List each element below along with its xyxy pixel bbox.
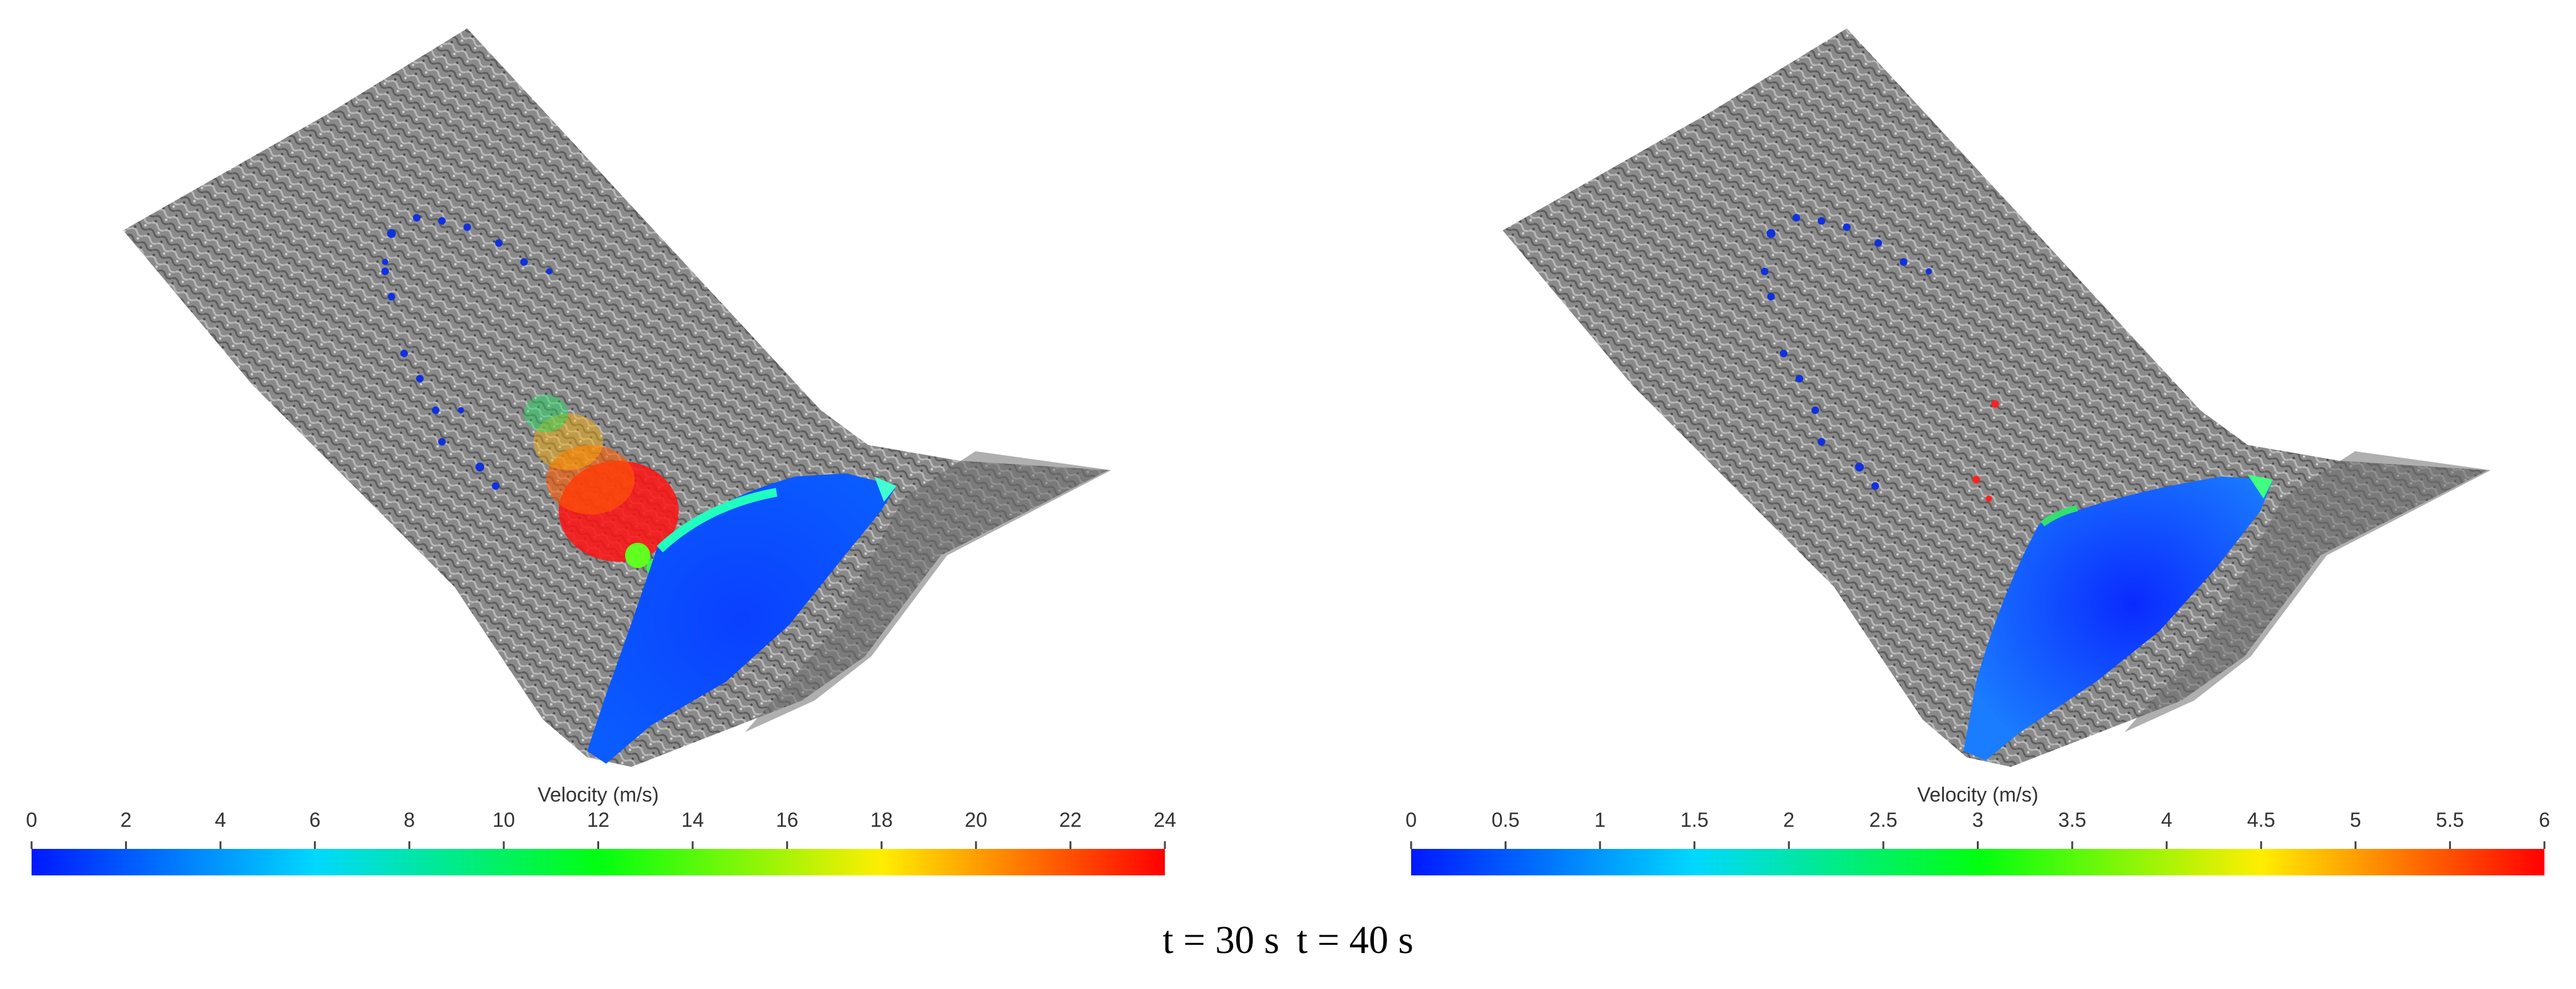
colorbar-title: Velocity (m/s) bbox=[537, 783, 659, 806]
red-dots-right bbox=[1972, 400, 1999, 502]
colorbar-tick-label: 4 bbox=[215, 808, 226, 831]
colorbar-left: Velocity (m/s)0 2 4 6 8 10 12 14 16 18 20 22 24 bbox=[26, 783, 1176, 875]
colorbar-tick-label: 0 bbox=[26, 808, 37, 831]
colorbar-gradient bbox=[32, 849, 1165, 875]
colorbar-tick-label: 5 bbox=[2350, 808, 2361, 831]
blue-particles-left bbox=[381, 214, 552, 490]
colorbar-tick-label: 6 bbox=[2539, 808, 2550, 831]
colorbar-tick-label: 2 bbox=[1783, 808, 1794, 831]
panel-right bbox=[1503, 28, 2491, 767]
colorbar-tick-label: 12 bbox=[587, 808, 610, 831]
colorbar-tick-label: 8 bbox=[403, 808, 415, 831]
colorbar-tick-label: 18 bbox=[870, 808, 893, 831]
colorbar-tick-label: 4.5 bbox=[2247, 808, 2275, 831]
flow-edge-left bbox=[657, 488, 778, 553]
flow-edge-right bbox=[2041, 505, 2078, 527]
colorbar-tick-label: 0.5 bbox=[1491, 808, 1519, 831]
colorbar-tick-label: 14 bbox=[681, 808, 704, 831]
colorbar-right: Velocity (m/s) 0 0.5 1 1.5 2 2.5 3 3.5 4 4.5 5 5.5 6 bbox=[1405, 783, 2550, 875]
flow-tip-right bbox=[2248, 475, 2273, 499]
colorbar-tick-label: 1.5 bbox=[1681, 808, 1708, 831]
flow-right bbox=[1964, 477, 2273, 761]
colorbar-tick-label: 20 bbox=[965, 808, 987, 831]
colorbar-tick-label: 4 bbox=[2161, 808, 2173, 831]
colorbar-gradient bbox=[1411, 849, 2544, 875]
colorbar-tick-label: 10 bbox=[492, 808, 515, 831]
flow-tip-left bbox=[874, 477, 897, 502]
colorbar-tick-label: 3 bbox=[1972, 808, 1984, 831]
terrain-left bbox=[123, 28, 1108, 767]
ridge-shadow-left bbox=[745, 451, 1111, 732]
colorbar-tick-label: 22 bbox=[1059, 808, 1082, 831]
colorbar-tick-label: 0 bbox=[1405, 808, 1417, 831]
colorbar-tick-label: 16 bbox=[776, 808, 799, 831]
colorbar-tick-label: 2.5 bbox=[1869, 808, 1897, 831]
colorbar-tick-label: 3.5 bbox=[2058, 808, 2086, 831]
caption-left: t = 30 s bbox=[1162, 919, 1280, 962]
blue-particles-right bbox=[1761, 214, 1932, 490]
colorbar-tick-label: 1 bbox=[1594, 808, 1606, 831]
caption-right: t = 40 s bbox=[1296, 919, 1414, 962]
colorbar-tick-label: 24 bbox=[1154, 808, 1176, 831]
colorbar-tick-label: 5.5 bbox=[2436, 808, 2464, 831]
time-caption: t = 30 s t = 40 s bbox=[0, 918, 2576, 963]
colorbar-tick-label: 2 bbox=[121, 808, 132, 831]
colorbar-title: Velocity (m/s) bbox=[1917, 783, 2038, 806]
panel-left bbox=[123, 28, 1111, 767]
colorbar-tick-label: 6 bbox=[309, 808, 321, 831]
ridge-shadow-right bbox=[2125, 451, 2491, 732]
